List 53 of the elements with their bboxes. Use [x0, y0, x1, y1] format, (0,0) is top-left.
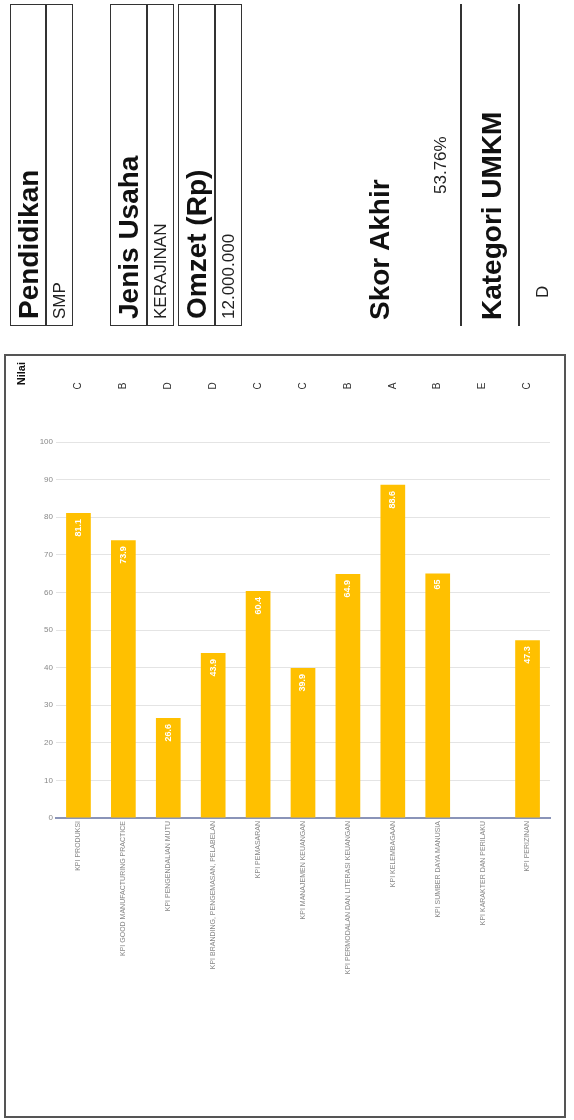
y-tick-label: 0 — [48, 813, 54, 823]
text: B — [341, 382, 353, 390]
y-tick-label: 50 — [44, 625, 54, 635]
text: A — [386, 382, 398, 390]
text: Omzet (Rp) — [178, 4, 215, 326]
text: B — [117, 382, 129, 390]
data-label: 43.9 — [207, 658, 218, 677]
text: E — [476, 382, 488, 390]
data-label: 60.4 — [252, 596, 263, 615]
text: C — [521, 382, 533, 390]
y-tick-label: 10 — [44, 775, 54, 785]
text: C — [251, 382, 263, 390]
y-tick-label: 60 — [44, 587, 54, 597]
text: C — [72, 382, 84, 390]
y-tick-label: 100 — [39, 437, 54, 447]
data-label: 39.9 — [297, 673, 308, 692]
text: D — [206, 382, 218, 390]
bar — [200, 652, 226, 818]
text: Skor Akhir — [363, 178, 396, 322]
text: Kategori UMKM — [474, 4, 520, 326]
text: Jenis Usaha — [110, 4, 147, 326]
y-tick-label: 80 — [44, 512, 54, 522]
text: D — [532, 284, 553, 300]
data-label: 65 — [432, 579, 443, 590]
data-label: 73.9 — [117, 546, 128, 564]
text: Pendidikan — [10, 4, 46, 326]
text: 53.76% — [428, 4, 462, 326]
bar — [111, 540, 136, 818]
text: Nilai — [15, 362, 28, 386]
y-tick-label: 70 — [44, 550, 54, 559]
bar — [335, 573, 361, 818]
data-label: 88.6 — [387, 490, 398, 509]
bar — [66, 513, 91, 818]
text: 12.000.000 — [215, 4, 242, 326]
data-label: 26.6 — [162, 723, 173, 742]
bar — [245, 590, 271, 818]
data-label: 64.9 — [342, 579, 353, 598]
data-label: 47.3 — [522, 646, 533, 664]
y-tick-label: 20 — [44, 738, 54, 747]
bar — [425, 573, 451, 818]
y-tick-label: 40 — [44, 662, 54, 672]
bar — [155, 717, 181, 818]
text: B — [431, 382, 443, 390]
bar — [290, 667, 316, 818]
y-tick-label: 30 — [44, 700, 54, 710]
text: SMP — [46, 4, 73, 326]
y-tick-label: 90 — [44, 474, 54, 484]
data-label: 81.1 — [72, 519, 83, 537]
bar — [380, 484, 406, 818]
bar — [515, 640, 540, 818]
text: C — [296, 382, 308, 390]
text: KERAJINAN — [147, 4, 174, 326]
text: D — [162, 382, 174, 390]
